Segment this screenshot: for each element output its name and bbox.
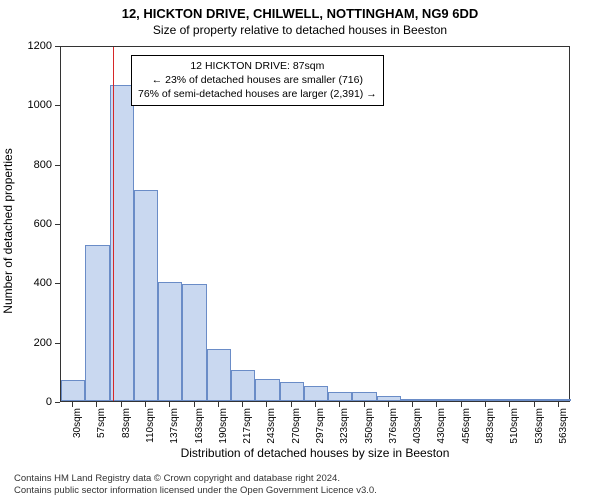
x-tick-mark bbox=[339, 402, 340, 407]
bar bbox=[522, 399, 546, 401]
reference-line bbox=[113, 47, 114, 401]
x-tick-label: 456sqm bbox=[461, 408, 472, 444]
y-tick-label: 400 bbox=[34, 277, 52, 289]
x-tick-mark bbox=[534, 402, 535, 407]
x-tick-label: 110sqm bbox=[145, 408, 156, 443]
bar bbox=[377, 396, 401, 401]
x-tick-mark bbox=[194, 402, 195, 407]
info-box-line: 76% of semi-detached houses are larger (… bbox=[138, 87, 377, 101]
info-box: 12 HICKTON DRIVE: 87sqm← 23% of detached… bbox=[131, 55, 384, 106]
bar bbox=[450, 399, 474, 401]
x-tick-mark bbox=[121, 402, 122, 407]
x-tick-label: 163sqm bbox=[194, 408, 205, 444]
x-tick-mark bbox=[412, 402, 413, 407]
bar bbox=[134, 190, 158, 401]
bar bbox=[61, 380, 85, 401]
x-tick-label: 510sqm bbox=[509, 408, 520, 444]
x-tick-label: 430sqm bbox=[436, 408, 447, 444]
x-tick-label: 403sqm bbox=[412, 408, 423, 444]
x-axis-title: Distribution of detached houses by size … bbox=[60, 446, 570, 460]
x-tick-mark bbox=[315, 402, 316, 407]
x-tick-mark bbox=[218, 402, 219, 407]
bar bbox=[328, 392, 352, 401]
y-tick-label: 600 bbox=[34, 218, 52, 230]
bar bbox=[304, 386, 328, 401]
info-box-line: ← 23% of detached houses are smaller (71… bbox=[138, 73, 377, 87]
x-tick-mark bbox=[558, 402, 559, 407]
y-tick-label: 1000 bbox=[28, 99, 52, 111]
footer-line-1: Contains HM Land Registry data © Crown c… bbox=[14, 473, 377, 484]
x-tick-mark bbox=[364, 402, 365, 407]
x-tick-label: 243sqm bbox=[266, 408, 277, 444]
x-axis: 30sqm 57sqm 83sqm 110sqm 137sqm 163sqm 190sqm 2… bbox=[60, 402, 570, 452]
bar bbox=[85, 245, 109, 401]
x-tick-mark bbox=[266, 402, 267, 407]
x-tick-label: 217sqm bbox=[242, 408, 253, 444]
y-tick-label: 1200 bbox=[28, 40, 52, 52]
x-tick-mark bbox=[461, 402, 462, 407]
x-tick-label: 376sqm bbox=[388, 408, 399, 444]
x-tick-mark bbox=[242, 402, 243, 407]
bar bbox=[498, 399, 522, 401]
footer-attribution: Contains HM Land Registry data © Crown c… bbox=[14, 473, 377, 496]
x-tick-label: 350sqm bbox=[364, 408, 375, 444]
bar bbox=[401, 399, 425, 401]
x-tick-mark bbox=[509, 402, 510, 407]
chart-title-main: 12, HICKTON DRIVE, CHILWELL, NOTTINGHAM,… bbox=[0, 6, 600, 21]
x-tick-mark bbox=[291, 402, 292, 407]
x-tick-label: 83sqm bbox=[121, 408, 132, 438]
bar bbox=[255, 379, 279, 401]
bar bbox=[425, 399, 449, 401]
bar bbox=[231, 370, 255, 401]
x-tick-label: 563sqm bbox=[558, 408, 569, 444]
x-tick-label: 323sqm bbox=[339, 408, 350, 444]
y-tick-label: 0 bbox=[46, 396, 52, 408]
x-tick-label: 137sqm bbox=[169, 408, 180, 444]
bar bbox=[207, 349, 231, 401]
x-tick-mark bbox=[72, 402, 73, 407]
footer-line-2: Contains public sector information licen… bbox=[14, 485, 377, 496]
bar bbox=[182, 284, 206, 401]
x-tick-label: 483sqm bbox=[485, 408, 496, 444]
chart-title-sub: Size of property relative to detached ho… bbox=[0, 23, 600, 37]
bar bbox=[280, 382, 304, 401]
bar bbox=[474, 399, 498, 401]
x-tick-mark bbox=[436, 402, 437, 407]
y-tick-label: 800 bbox=[34, 159, 52, 171]
x-tick-label: 190sqm bbox=[218, 408, 229, 444]
x-tick-label: 57sqm bbox=[96, 408, 107, 438]
x-tick-mark bbox=[169, 402, 170, 407]
x-tick-label: 30sqm bbox=[72, 408, 83, 438]
x-tick-mark bbox=[388, 402, 389, 407]
x-tick-mark bbox=[96, 402, 97, 407]
x-tick-mark bbox=[485, 402, 486, 407]
info-box-line: 12 HICKTON DRIVE: 87sqm bbox=[138, 59, 377, 73]
bar bbox=[352, 392, 376, 401]
bar bbox=[158, 282, 182, 401]
x-tick-label: 536sqm bbox=[534, 408, 545, 444]
plot-area: 12 HICKTON DRIVE: 87sqm← 23% of detached… bbox=[60, 46, 570, 402]
x-tick-label: 297sqm bbox=[315, 408, 326, 444]
bar bbox=[547, 399, 571, 401]
y-tick-label: 200 bbox=[34, 337, 52, 349]
x-tick-mark bbox=[145, 402, 146, 407]
x-tick-label: 270sqm bbox=[291, 408, 302, 444]
